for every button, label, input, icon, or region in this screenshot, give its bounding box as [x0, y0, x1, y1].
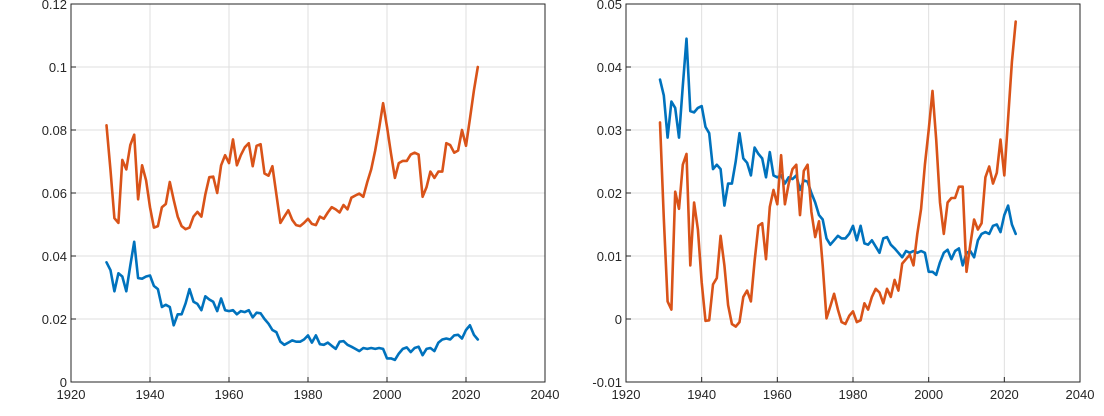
chart-left-y-tick-label: 0.04 [42, 249, 67, 264]
chart-right: 1920 1940 1960 1980 2000 2020 2040 -0.01 0 0.01 0.… [592, 0, 1094, 402]
chart-right-x-tick-label: 1920 [612, 387, 641, 402]
chart-left-x-tick-label: 1920 [57, 387, 86, 402]
chart-left-y-tick-label: 0.08 [42, 123, 67, 138]
chart-left-y-tick-label: 0.12 [42, 0, 67, 12]
chart-right-y-tick-label: 0.03 [597, 123, 622, 138]
chart-right-y-tick-label: 0.05 [597, 0, 622, 12]
chart-right-x-tick-label: 1960 [763, 387, 792, 402]
chart-right-ticks: 1920 1940 1960 1980 2000 2020 2040 -0.01 0 0.01 0.… [592, 0, 1094, 402]
chart-right-series-line-blue [658, 37, 1018, 277]
chart-left-x-tick-label: 1980 [294, 387, 323, 402]
chart-left-x-tick-label: 1960 [215, 387, 244, 402]
chart-left-series [105, 65, 480, 362]
chart-left-y-tick-label: 0 [60, 375, 67, 390]
chart-right-grid [626, 4, 1080, 382]
chart-right-x-tick-label: 1940 [687, 387, 716, 402]
chart-left-x-tick-label: 2000 [373, 387, 402, 402]
chart-left-y-tick-label: 0.02 [42, 312, 67, 327]
chart-right-y-tick-label: 0.02 [597, 186, 622, 201]
chart-left-ticks: 1920 1940 1960 1980 2000 2020 2040 0 0.02 0.04 0.0… [42, 0, 560, 402]
chart-left-y-tick-label: 0.1 [49, 60, 67, 75]
chart-left-series-line-orange [105, 65, 480, 231]
chart-right-x-tick-label: 2040 [1066, 387, 1095, 402]
chart-right-series [658, 20, 1018, 328]
chart-left: 1920 1940 1960 1980 2000 2020 2040 0 0.02 0.04 0.0… [42, 0, 560, 402]
chart-left-grid [71, 4, 545, 382]
chart-right-y-tick-label: 0.01 [597, 249, 622, 264]
chart-right-x-tick-label: 2020 [990, 387, 1019, 402]
chart-left-x-tick-label: 2040 [531, 387, 560, 402]
chart-right-x-tick-label: 1980 [839, 387, 868, 402]
chart-right-x-tick-label: 2000 [914, 387, 943, 402]
chart-left-x-tick-label: 2020 [452, 387, 481, 402]
chart-left-series-line-blue [105, 240, 480, 362]
chart-left-y-tick-label: 0.06 [42, 186, 67, 201]
chart-right-y-tick-label: 0 [615, 312, 622, 327]
chart-right-series-line-orange [658, 20, 1018, 328]
chart-left-x-tick-label: 1940 [136, 387, 165, 402]
chart-right-y-tick-label: -0.01 [592, 375, 622, 390]
chart-right-y-tick-label: 0.04 [597, 60, 622, 75]
